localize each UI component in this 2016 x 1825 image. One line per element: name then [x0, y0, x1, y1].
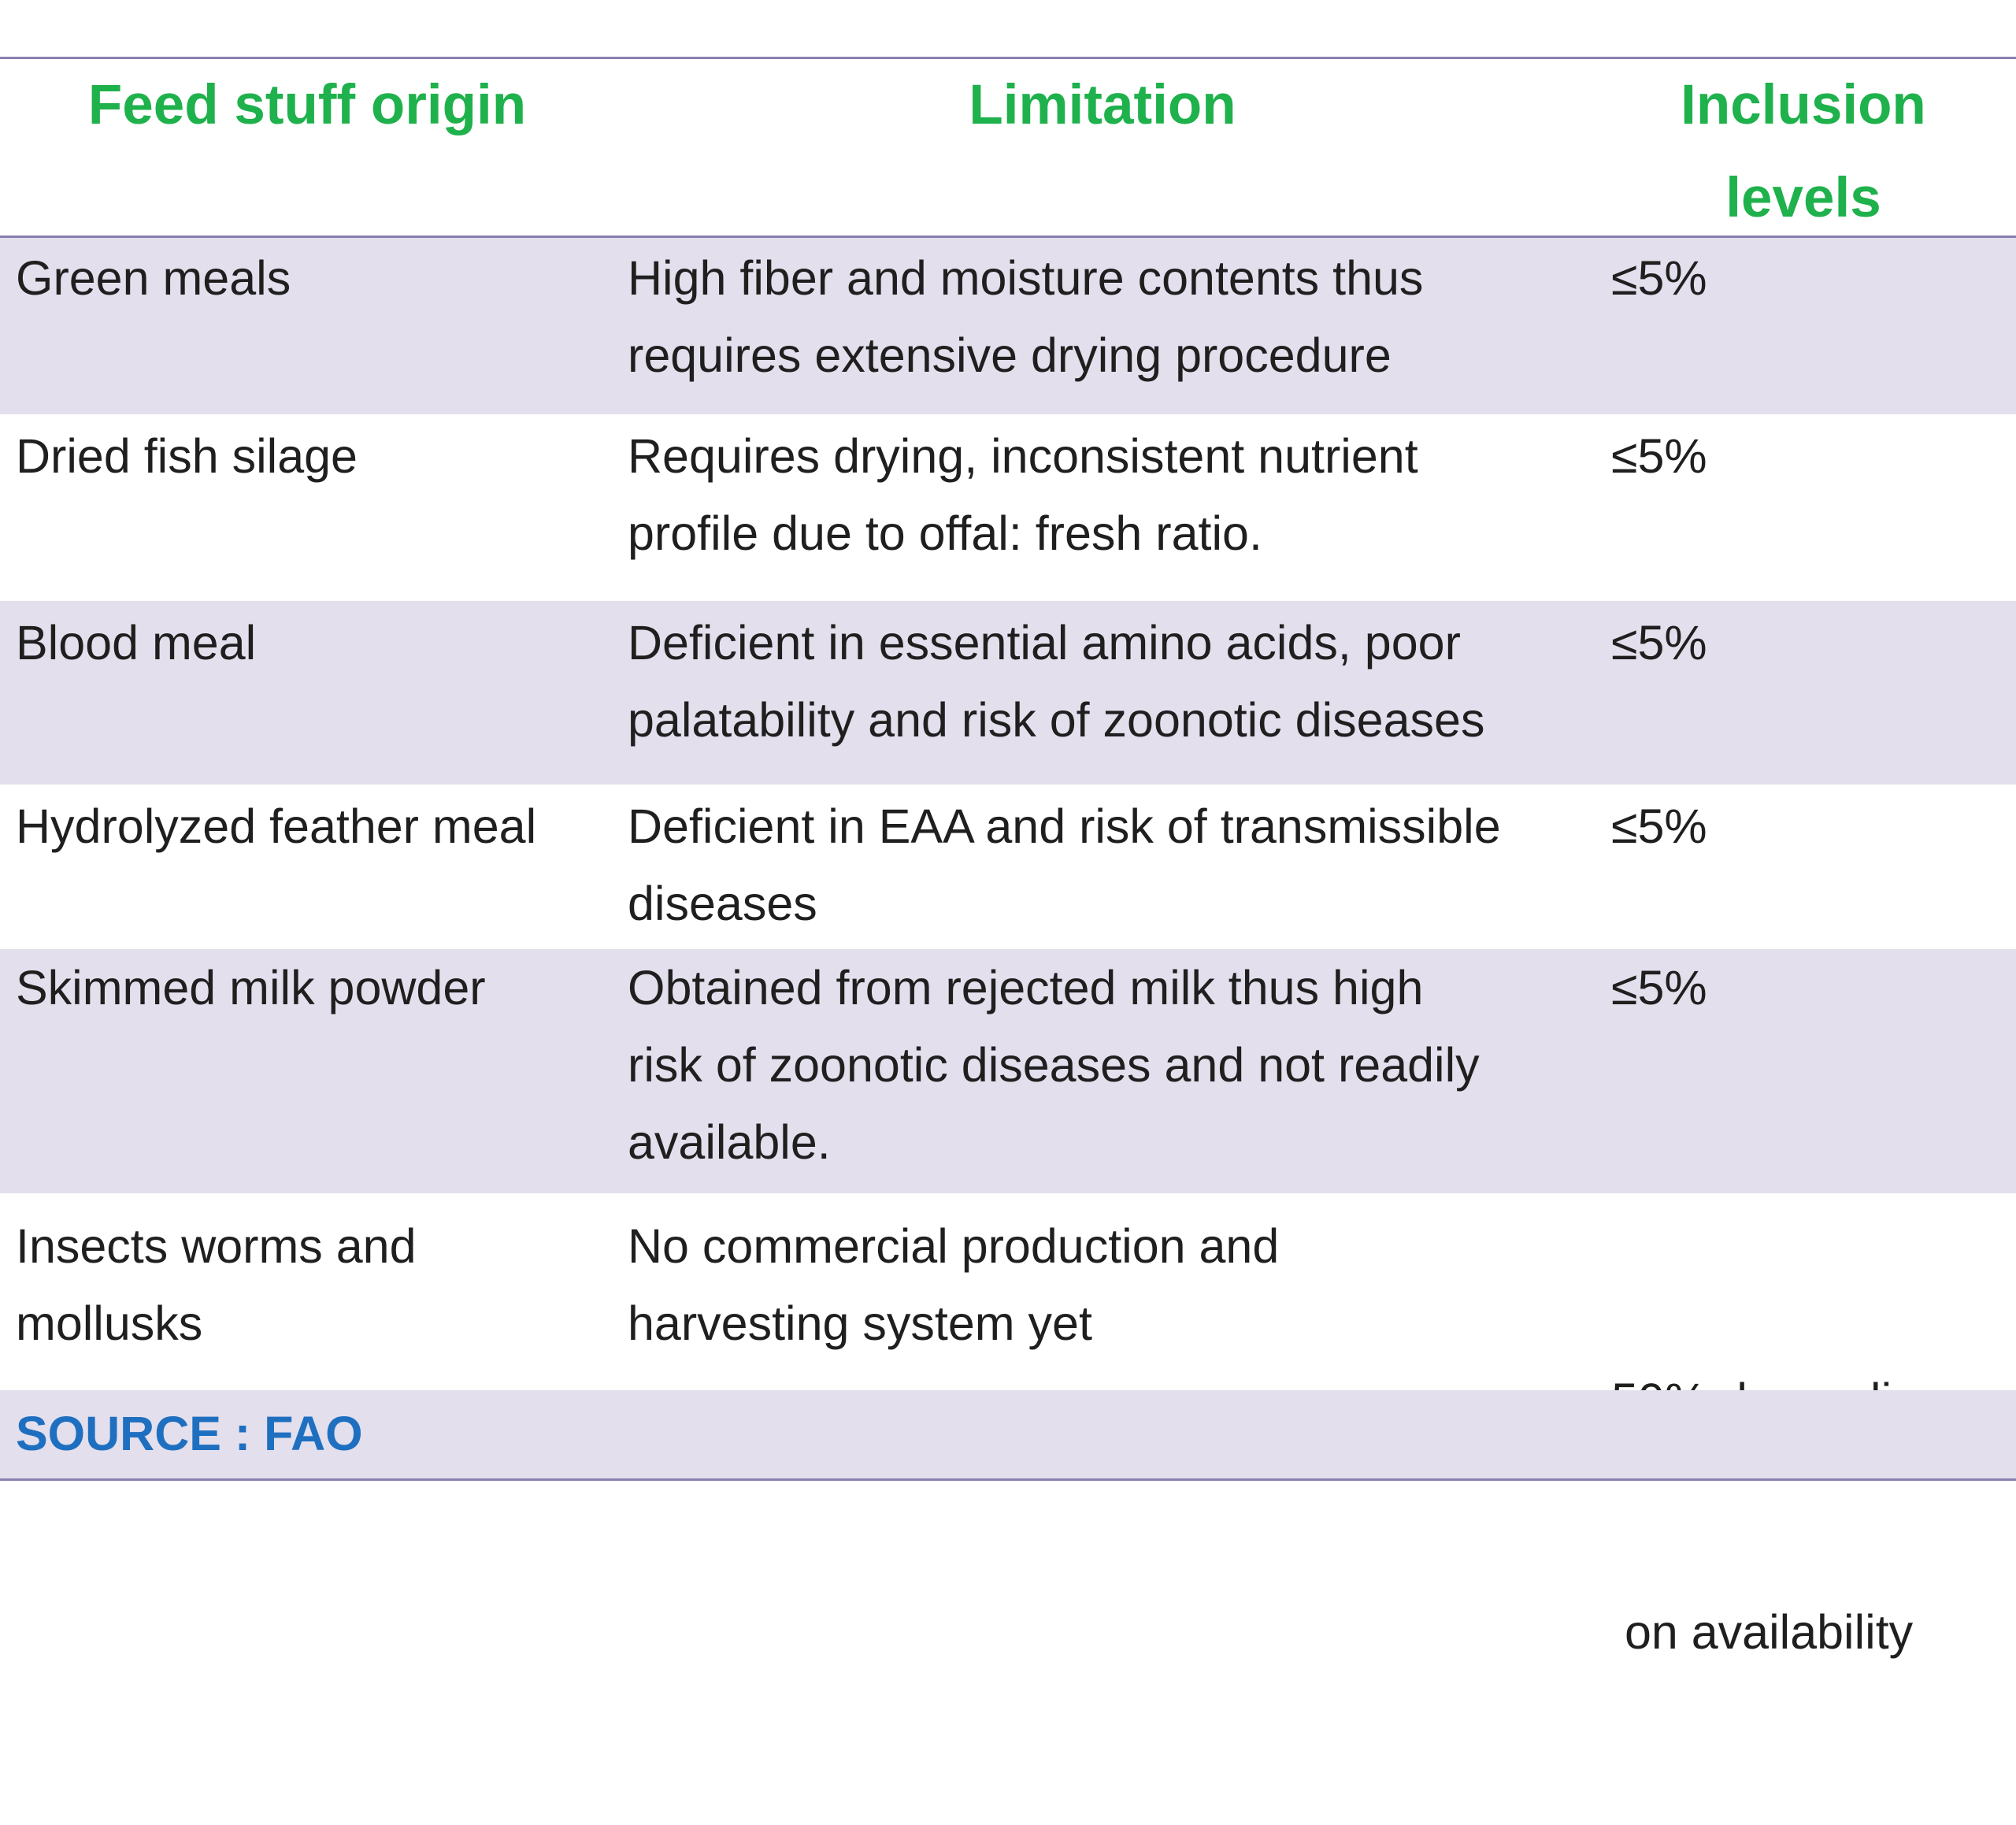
limitation-cell: High fiber and moisture contents thus re… [628, 239, 1423, 394]
inclusion-cell: ≤5% [1611, 429, 1707, 483]
origin-cell: Dried fish silage [16, 429, 358, 483]
origin-cell: Skimmed milk powder [16, 961, 486, 1015]
limitation-cell: Obtained from rejected milk thus high ri… [628, 949, 1480, 1181]
limitation-cell: Deficient in essential amino acids, poor… [628, 604, 1484, 759]
limitation-line: requires extensive drying procedure [628, 328, 1392, 382]
limitation-line: Deficient in EAA and risk of transmissib… [628, 799, 1501, 853]
limitation-cell: Deficient in EAA and risk of transmissib… [628, 788, 1501, 942]
inclusion-cell: ≤5% [1611, 616, 1707, 670]
source-label: SOURCE : FAO [16, 1407, 363, 1460]
table-row: Blood meal Deficient in essential amino … [0, 601, 2016, 785]
header-inclusion-levels: Inclusion levels [1681, 74, 1926, 229]
table-row: Dried fish silage Requires drying, incon… [0, 414, 2016, 601]
table-header-row: Feed stuff origin Limitation Inclusion l… [0, 59, 2016, 236]
limitation-line: available. [628, 1115, 831, 1169]
limitation-line: High fiber and moisture contents thus [628, 251, 1424, 305]
limitation-line: harvesting system yet [628, 1296, 1092, 1350]
limitation-cell: No commercial production and harvesting … [628, 1207, 1279, 1362]
origin-line: mollusks [16, 1296, 203, 1350]
source-row: SOURCE : FAO [0, 1390, 2016, 1478]
origin-cell: Insects worms and mollusks [16, 1207, 417, 1362]
limitation-line: risk of zoonotic diseases and not readil… [628, 1038, 1480, 1092]
table-row: Skimmed milk powder Obtained from reject… [0, 949, 2016, 1193]
origin-cell: Green meals [16, 251, 291, 305]
top-rule [0, 57, 2016, 59]
table-row: Hydrolyzed feather meal Deficient in EAA… [0, 785, 2016, 949]
limitation-line: No commercial production and [628, 1219, 1280, 1273]
header-feed-stuff-origin: Feed stuff origin [87, 74, 527, 136]
bottom-rule [0, 1478, 2016, 1481]
inclusion-cell: ≤5% [1611, 251, 1707, 305]
limitation-line: Requires drying, inconsistent nutrient [628, 429, 1418, 483]
origin-line: Insects worms and [16, 1219, 417, 1273]
inclusion-cell: ≤5% [1611, 799, 1707, 853]
header-rule [0, 236, 2016, 238]
limitation-cell: Requires drying, inconsistent nutrient p… [628, 417, 1418, 572]
origin-cell: Hydrolyzed feather meal [16, 799, 537, 853]
inclusion-cell: 50% depending on availability [1611, 1207, 1945, 1825]
feed-stuff-table: Feed stuff origin Limitation Inclusion l… [0, 57, 2016, 1659]
limitation-line: diseases [628, 877, 817, 930]
limitation-line: Obtained from rejected milk thus high [628, 961, 1424, 1015]
limitation-line: profile due to offal: fresh ratio. [628, 506, 1262, 560]
table-row: Green meals High fiber and moisture cont… [0, 238, 2016, 414]
inclusion-cell: ≤5% [1611, 961, 1707, 1015]
table-row: Insects worms and mollusks No commercial… [0, 1193, 2016, 1659]
limitation-line: Deficient in essential amino acids, poor [628, 616, 1461, 670]
inclusion-line: on availability [1611, 1605, 1914, 1659]
limitation-line: palatability and risk of zoonotic diseas… [628, 693, 1485, 747]
origin-cell: Blood meal [16, 616, 257, 670]
header-limitation: Limitation [969, 74, 1236, 136]
